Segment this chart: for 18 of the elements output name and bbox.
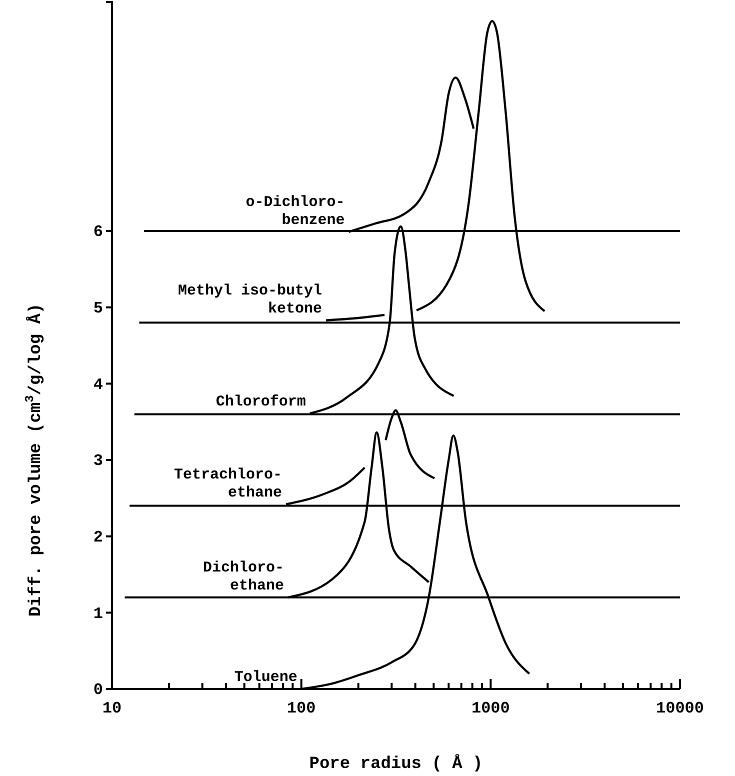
y-tick-label: 1 [93,604,103,623]
y-tick-label: 6 [93,223,103,242]
x-tick-label: 10 [102,699,122,718]
series-label: Dichloro- ethane [202,559,284,594]
x-tick-label: 1000 [471,699,510,718]
series-label: Chloroform [216,393,306,410]
series-label: Methyl iso-butyl ketone [178,282,322,318]
y-tick-label: 3 [93,452,103,470]
y-tick-label: 2 [93,528,103,546]
series-label: Toluene [234,669,298,686]
x-axis-title: Pore radius ( Å ) [309,754,483,774]
y-tick-label: 0 [93,681,103,700]
x-tick-label: 100 [286,699,316,718]
x-tick-label: 10000 [656,699,704,718]
series-label: Tetrachloro- ethane [174,466,282,502]
y-tick-label: 5 [93,299,103,318]
y-tick-label: 4 [93,376,104,394]
series-label: o-Dichloro- benzene [246,194,345,229]
